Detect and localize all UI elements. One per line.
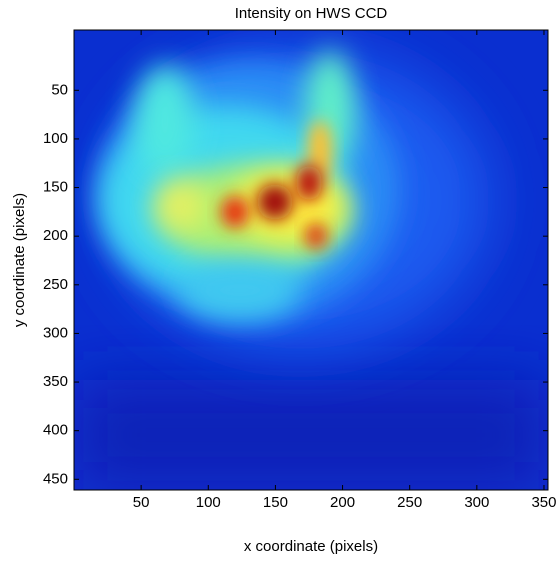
x-tick-label: 150 (263, 494, 288, 511)
y-tick-label: 250 (43, 276, 68, 293)
x-tick-label: 200 (330, 494, 355, 511)
x-axis-label: x coordinate (pixels) (244, 538, 378, 555)
x-tick-label: 350 (531, 494, 556, 511)
heatmap-image (74, 30, 548, 490)
y-tick-label: 400 (43, 422, 68, 439)
y-tick-label: 50 (51, 81, 68, 98)
x-tick-label: 50 (133, 494, 150, 511)
y-tick-label: 300 (43, 324, 68, 341)
y-tick-label: 100 (43, 130, 68, 147)
y-axis-label: y coordinate (pixels) (11, 193, 28, 327)
plot-frame (73, 29, 549, 491)
y-tick-label: 450 (43, 470, 68, 487)
y-tick-label: 150 (43, 179, 68, 196)
y-tick-label: 350 (43, 373, 68, 390)
x-tick-label: 300 (464, 494, 489, 511)
x-tick-label: 250 (397, 494, 422, 511)
chart-title: Intensity on HWS CCD (235, 5, 388, 22)
y-tick-label: 200 (43, 227, 68, 244)
x-tick-label: 100 (196, 494, 221, 511)
